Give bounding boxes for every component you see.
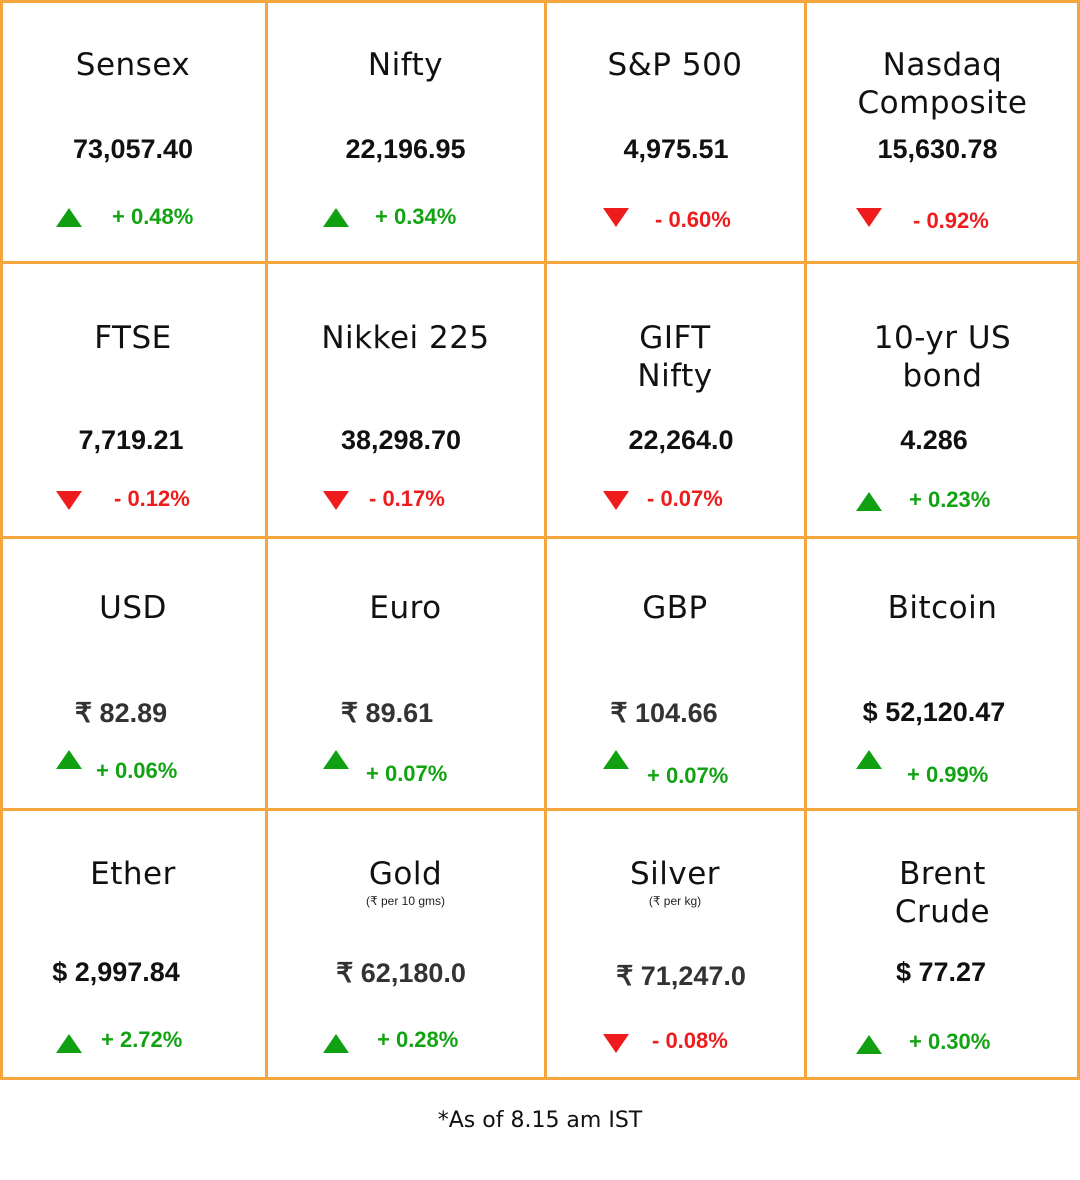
cell-gbp: GBP ₹ 104.66 + 0.07% [545, 537, 805, 809]
cell-value: 22,196.95 [345, 134, 466, 164]
cell-nasdaq: Nasdaq Composite 15,630.78 - 0.92% [805, 0, 1080, 262]
cell-value: $ 52,120.47 [862, 697, 1006, 727]
cell-change: + 0.30% [909, 1029, 991, 1054]
cell-value: 73,057.40 [72, 134, 194, 164]
cell-subnote: (₹ per 10 gms) [366, 894, 445, 908]
grid-line [0, 261, 1080, 264]
cell-value: 38,298.70 [340, 425, 462, 455]
cell-us-bond: 10-yr US bond 4.286 + 0.23% [805, 262, 1080, 537]
cell-title: Bitcoin [887, 590, 998, 626]
cell-nikkei: Nikkei 225 38,298.70 - 0.17% [266, 262, 545, 537]
cell-change: - 0.17% [369, 486, 445, 511]
up-arrow-icon [56, 1034, 82, 1053]
grid-line [804, 0, 807, 1080]
cell-change: - 0.60% [655, 207, 731, 232]
up-arrow-icon [323, 1034, 349, 1053]
cell-title: GIFT Nifty [637, 320, 713, 394]
cell-ether: Ether $ 2,997.84 + 2.72% [0, 809, 266, 1079]
cell-sp500: S&P 500 4,975.51 - 0.60% [545, 0, 805, 262]
cell-value: 22,264.0 [628, 425, 734, 455]
cell-euro: Euro ₹ 89.61 + 0.07% [266, 537, 545, 809]
cell-change: + 0.07% [366, 761, 448, 786]
grid-line [265, 0, 268, 1080]
cell-title: Nikkei 225 [321, 320, 490, 356]
cell-change: - 0.92% [913, 208, 989, 233]
cell-title: Nifty [367, 47, 444, 83]
cell-value: $ 2,997.84 [52, 957, 180, 987]
cell-title: Ether [90, 856, 176, 892]
cell-change: + 0.07% [647, 763, 729, 788]
up-arrow-icon [603, 750, 629, 769]
cell-title: 10-yr US bond [873, 320, 1012, 394]
cell-brent-crude: Brent Crude $ 77.27 + 0.30% [805, 809, 1080, 1079]
cell-value: ₹ 71,247.0 [616, 961, 746, 991]
cell-title: USD [99, 590, 167, 626]
cell-title: Gold [368, 856, 443, 892]
cell-value: 7,719.21 [78, 425, 184, 455]
up-arrow-icon [856, 1035, 882, 1054]
cell-bitcoin: Bitcoin $ 52,120.47 + 0.99% [805, 537, 1080, 809]
cell-change: - 0.12% [114, 486, 190, 511]
timestamp-footnote: *As of 8.15 am IST [437, 1108, 643, 1133]
grid-line [1077, 0, 1080, 1080]
cell-value: ₹ 62,180.0 [336, 958, 466, 988]
up-arrow-icon [323, 208, 349, 227]
grid-line [0, 0, 3, 1080]
cell-value: $ 77.27 [895, 957, 987, 987]
down-arrow-icon [603, 208, 629, 227]
cell-gold: Gold (₹ per 10 gms) ₹ 62,180.0 + 0.28% [266, 809, 545, 1079]
cell-ftse: FTSE 7,719.21 - 0.12% [0, 262, 266, 537]
cell-title: Euro [369, 590, 442, 626]
cell-change: - 0.08% [652, 1028, 728, 1053]
down-arrow-icon [603, 1034, 629, 1053]
up-arrow-icon [856, 750, 882, 769]
up-arrow-icon [56, 208, 82, 227]
grid-line [544, 0, 547, 1080]
cell-change: + 0.23% [909, 487, 991, 512]
cell-title: FTSE [94, 320, 172, 356]
cell-value: 4.286 [900, 425, 968, 455]
grid-line [0, 1077, 1080, 1080]
cell-value: ₹ 104.66 [610, 698, 718, 728]
cell-silver: Silver (₹ per kg) ₹ 71,247.0 - 0.08% [545, 809, 805, 1079]
cell-title: GBP [642, 590, 708, 626]
cell-change: + 2.72% [101, 1027, 183, 1052]
up-arrow-icon [323, 750, 349, 769]
down-arrow-icon [56, 491, 82, 510]
cell-change: + 0.06% [96, 758, 178, 783]
cell-change: + 0.34% [375, 204, 457, 229]
market-grid: Sensex 73,057.40 + 0.48% Nifty 22,196.95… [0, 0, 1080, 1080]
grid-line [0, 808, 1080, 811]
up-arrow-icon [856, 492, 882, 511]
cell-nifty: Nifty 22,196.95 + 0.34% [266, 0, 545, 262]
cell-gift-nifty: GIFT Nifty 22,264.0 - 0.07% [545, 262, 805, 537]
cell-value: ₹ 89.61 [340, 698, 434, 728]
cell-title: Silver [629, 856, 721, 892]
cell-sensex: Sensex 73,057.40 + 0.48% [0, 0, 266, 262]
cell-value: 4,975.51 [623, 134, 729, 164]
cell-usd: USD ₹ 82.89 + 0.06% [0, 537, 266, 809]
cell-change: - 0.07% [647, 486, 723, 511]
cell-title: Sensex [75, 47, 191, 83]
cell-title: S&P 500 [607, 47, 743, 83]
down-arrow-icon [603, 491, 629, 510]
cell-value: ₹ 82.89 [74, 698, 168, 728]
cell-change: + 0.28% [377, 1027, 459, 1052]
cell-subnote: (₹ per kg) [648, 894, 702, 908]
down-arrow-icon [856, 208, 882, 227]
grid-line [0, 0, 1080, 3]
up-arrow-icon [56, 750, 82, 769]
cell-value: 15,630.78 [877, 134, 998, 164]
grid-line [0, 536, 1080, 539]
cell-change: + 0.99% [907, 762, 989, 787]
cell-title: Nasdaq Composite [857, 47, 1028, 121]
cell-change: + 0.48% [112, 204, 194, 229]
cell-title: Brent Crude [894, 856, 991, 930]
down-arrow-icon [323, 491, 349, 510]
